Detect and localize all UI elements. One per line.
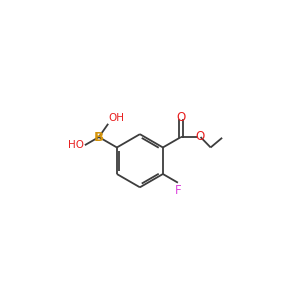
Text: O: O (176, 111, 185, 124)
Text: B: B (94, 130, 104, 144)
Text: O: O (195, 130, 205, 143)
Text: HO: HO (68, 140, 84, 150)
Text: OH: OH (109, 113, 125, 123)
Text: F: F (175, 184, 182, 197)
